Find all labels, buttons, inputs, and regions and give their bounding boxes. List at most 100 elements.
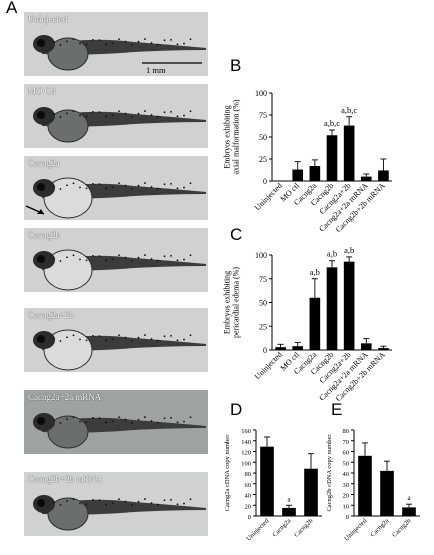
y-tick-label: 60 (343, 450, 350, 457)
pigment-dot (176, 187, 179, 190)
pigment-dot (98, 255, 101, 258)
pigment-dot (59, 188, 62, 190)
embryo-eye (37, 39, 45, 47)
pigment-dot (189, 182, 192, 185)
pigment-dot (59, 260, 62, 262)
panel-label-a: A (6, 0, 18, 17)
x-tick-label: Cacng2a (369, 517, 390, 538)
pigment-dot (111, 186, 114, 189)
panel-label-c: C (230, 225, 243, 244)
pigment-dot (189, 38, 192, 41)
y-tick-label: 100 (255, 89, 267, 98)
zebrafish-embryo-image (33, 107, 206, 143)
pigment-dot (92, 39, 94, 41)
pigment-dot (72, 416, 75, 419)
pigment-dot (59, 116, 62, 118)
pigment-dot (118, 254, 120, 257)
embryo-eye (37, 111, 45, 119)
pigment-dot (183, 502, 185, 505)
y-tick-label: 100 (241, 460, 251, 467)
pigment-dot (105, 421, 107, 424)
pigment-dot (176, 503, 179, 506)
pigment-dot (66, 500, 68, 503)
pigment-dot (144, 498, 146, 500)
bar (260, 446, 274, 516)
bar (326, 267, 338, 350)
pigment-dot (111, 420, 114, 423)
significance-label: a,b (310, 267, 320, 277)
pigment-dot (72, 182, 75, 185)
significance-label: a (407, 494, 411, 502)
pigment-dot (157, 259, 159, 262)
y-tick-label: 80 (343, 428, 350, 435)
pigment-dot (124, 184, 127, 187)
pigment-dot (176, 43, 179, 46)
pigment-dot (124, 418, 127, 421)
pigment-dot (170, 334, 172, 337)
pigment-dot (124, 336, 127, 339)
y-tick-label: 75 (259, 275, 267, 284)
pigment-dot (53, 185, 55, 187)
pigment-dot (144, 334, 146, 336)
pigment-dot (53, 41, 55, 43)
pigment-dot (59, 504, 62, 506)
pigment-dot (92, 499, 94, 501)
pigment-dot (85, 115, 88, 118)
micrograph-panel: Cacng2b+2b mRNA (24, 472, 208, 536)
pigment-dot (163, 111, 166, 114)
pigment-dot (150, 258, 153, 260)
pigment-dot (170, 254, 172, 257)
pigment-dot (66, 184, 68, 187)
micrograph-panel: Cacng2a+2a mRNA (24, 390, 208, 454)
pigment-dot (163, 255, 166, 258)
micrograph-label: Cacng2b (28, 230, 60, 240)
bar (343, 125, 355, 181)
y-tick-label: 20 (245, 503, 252, 510)
pigment-dot (131, 260, 133, 262)
bar (360, 176, 372, 181)
pigment-dot (105, 339, 107, 342)
micrograph-label: Cacng2a+2b (28, 310, 74, 320)
pigment-dot (189, 334, 192, 337)
pigment-dot (111, 114, 114, 117)
zebrafish-embryo-image (25, 177, 206, 219)
pigment-dot (137, 112, 140, 115)
pigment-dot (176, 115, 179, 118)
pigment-dot (111, 258, 114, 261)
scale-bar-label: 1 mm (146, 65, 166, 75)
pigment-dot (98, 499, 101, 502)
pigment-dot (66, 40, 68, 43)
pigment-dot (157, 43, 159, 46)
pigment-dot (85, 43, 88, 46)
embryo-yolk (47, 37, 89, 71)
pigment-dot (79, 186, 81, 189)
y-tick-label: 100 (255, 251, 267, 260)
pigment-dot (105, 187, 107, 190)
micrograph-panel: Cacng2b (24, 228, 208, 292)
pigment-dot (144, 110, 146, 112)
bar (343, 261, 355, 350)
embryo-yolk (47, 497, 89, 531)
pigment-dot (189, 498, 192, 501)
y-tick-label: 20 (343, 493, 350, 500)
pigment-dot (85, 339, 88, 342)
significance-label: a (287, 495, 291, 503)
micrograph-label: Cacng2a (28, 158, 60, 168)
bar (282, 507, 296, 516)
bar (378, 170, 389, 181)
micrograph-label: Uninjected (28, 14, 68, 24)
pigment-dot (53, 257, 55, 259)
pigment-dot (98, 335, 101, 338)
pigment-dot (98, 111, 101, 114)
y-tick-label: 40 (245, 493, 252, 500)
embryo-yolk (47, 415, 89, 449)
bar (304, 468, 318, 516)
x-tick-label: Cacng2b (391, 517, 412, 538)
micrograph-panel: Cacng2a (24, 156, 208, 220)
pigment-dot (170, 416, 172, 419)
pigment-dot (118, 334, 120, 337)
pigment-dot (131, 504, 133, 506)
pigment-dot (170, 110, 172, 113)
pigment-dot (92, 111, 94, 113)
pigment-dot (124, 500, 127, 503)
